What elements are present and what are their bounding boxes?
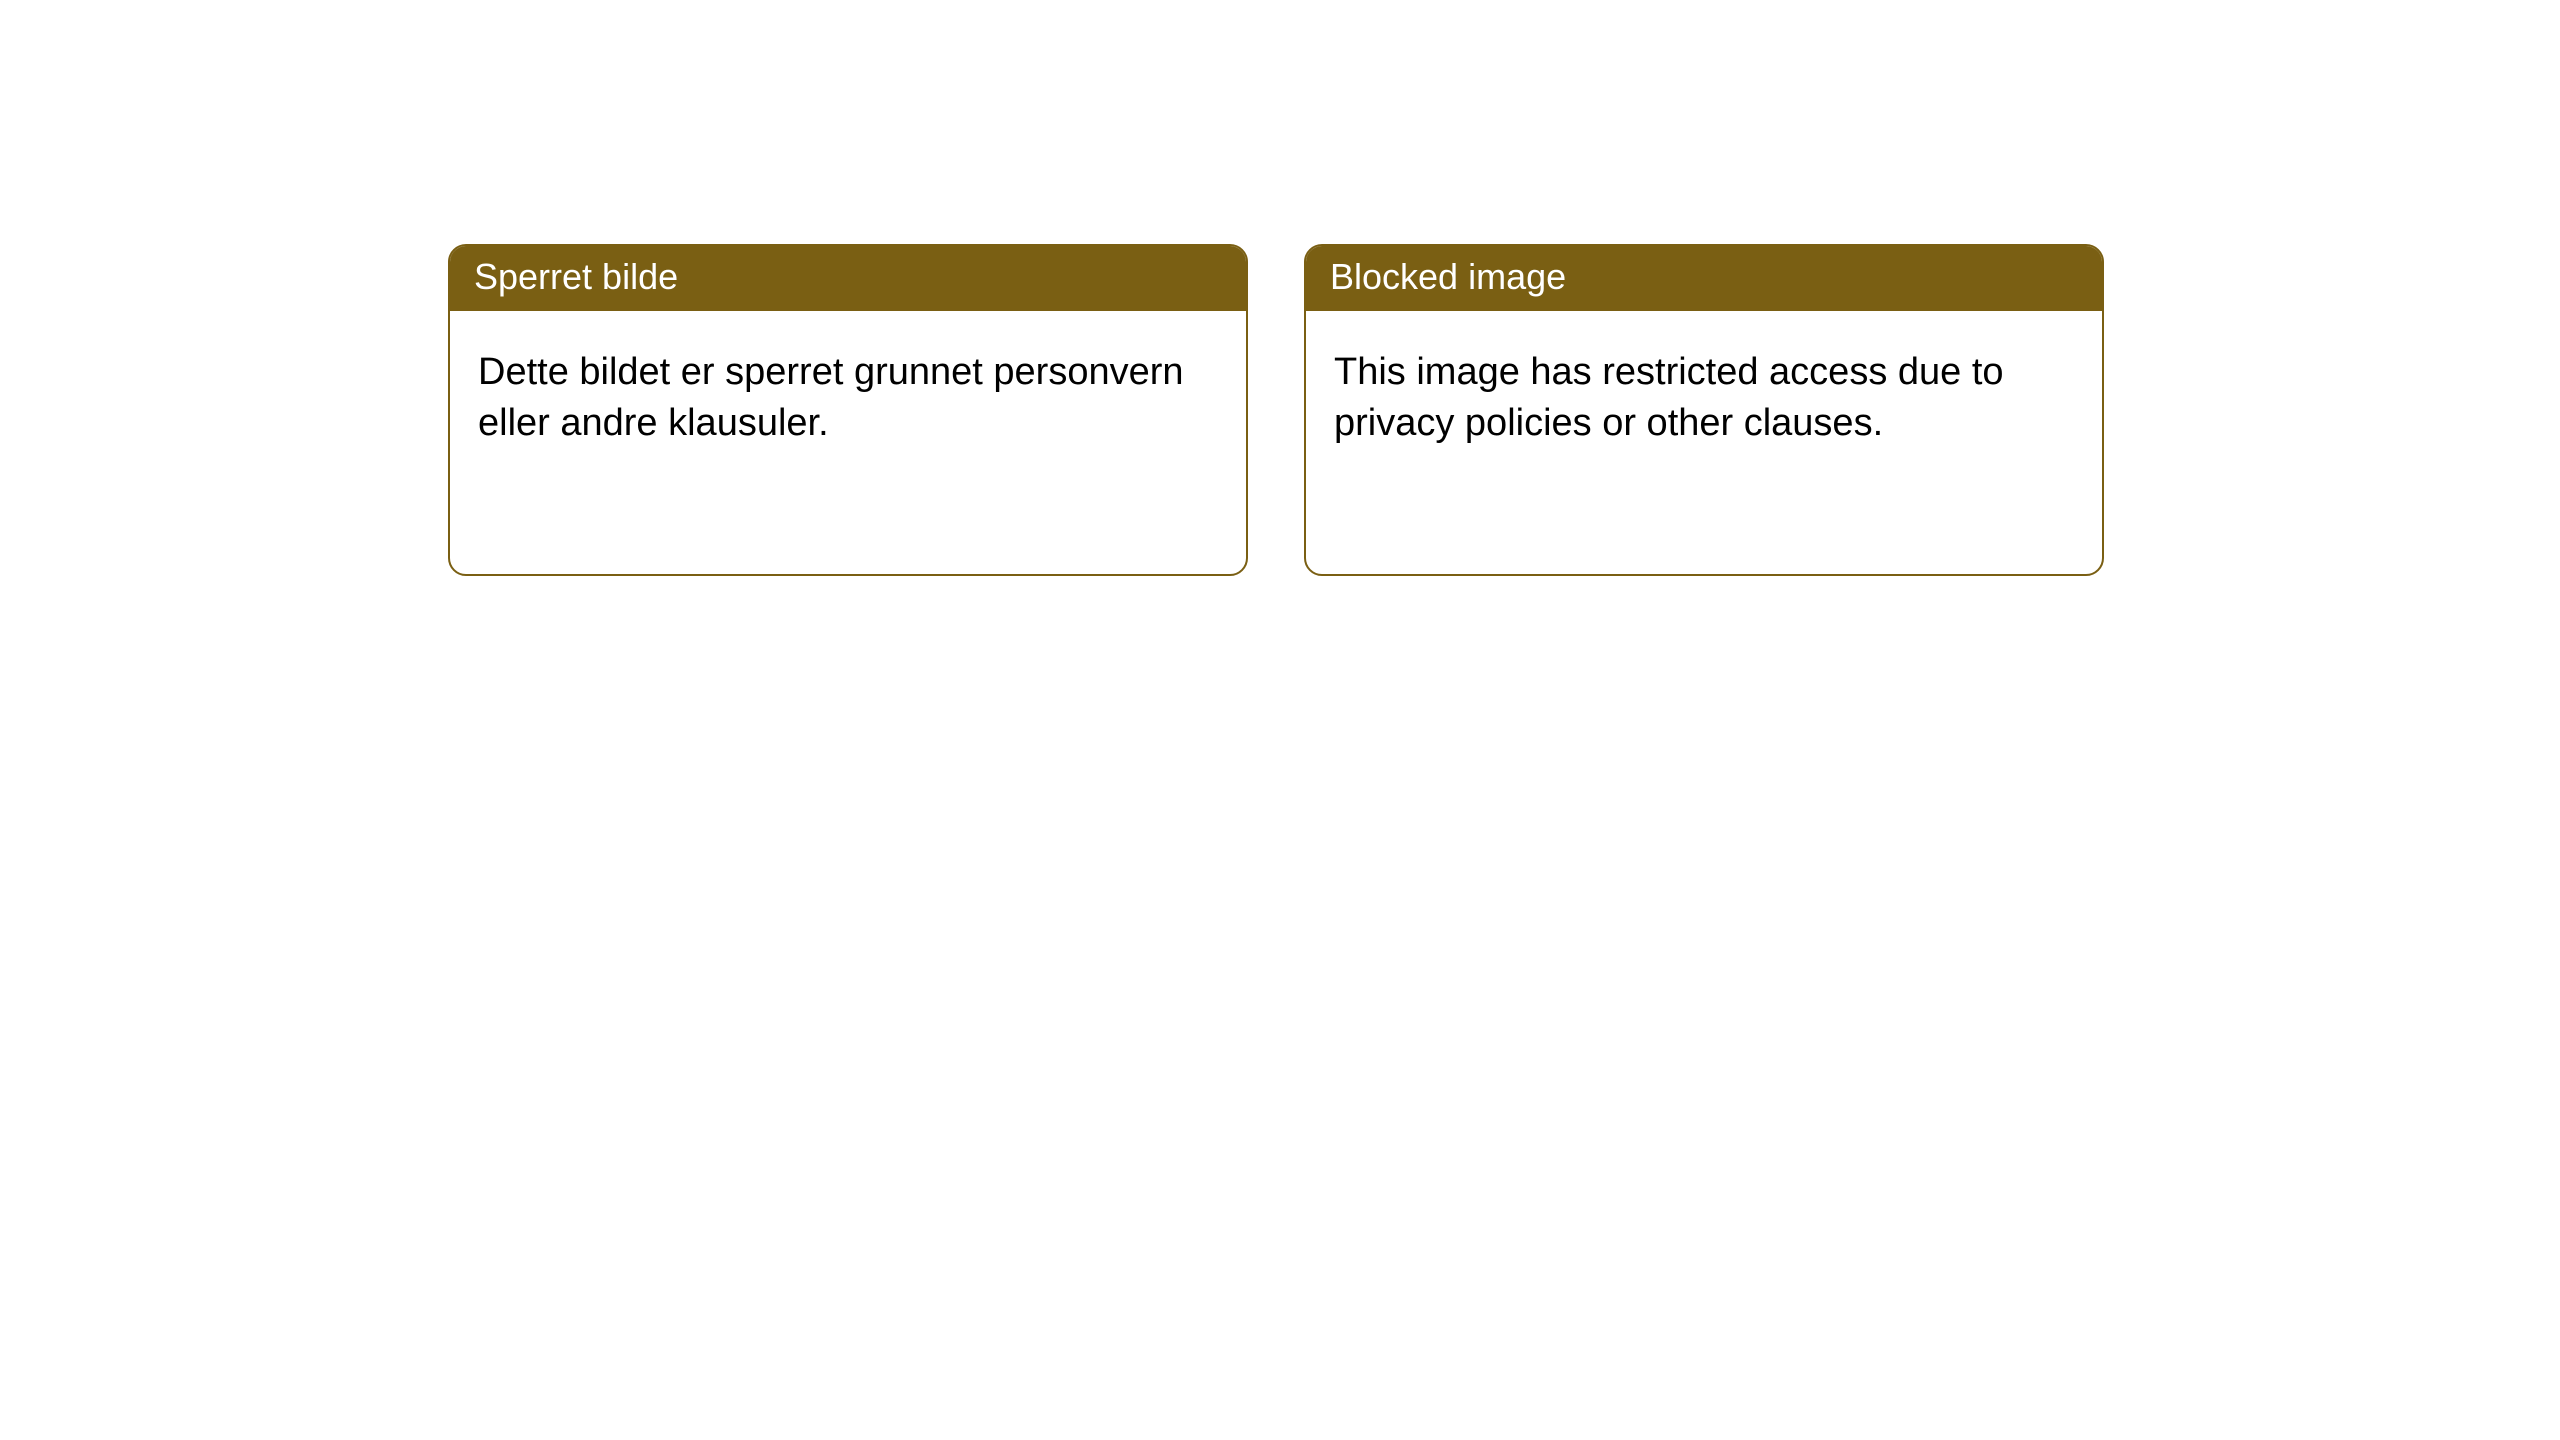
notice-container: Sperret bilde Dette bildet er sperret gr… <box>0 0 2560 576</box>
notice-title: Sperret bilde <box>450 246 1246 311</box>
notice-card-english: Blocked image This image has restricted … <box>1304 244 2104 576</box>
notice-body: Dette bildet er sperret grunnet personve… <box>450 311 1246 486</box>
notice-title: Blocked image <box>1306 246 2102 311</box>
notice-card-norwegian: Sperret bilde Dette bildet er sperret gr… <box>448 244 1248 576</box>
notice-body: This image has restricted access due to … <box>1306 311 2102 486</box>
